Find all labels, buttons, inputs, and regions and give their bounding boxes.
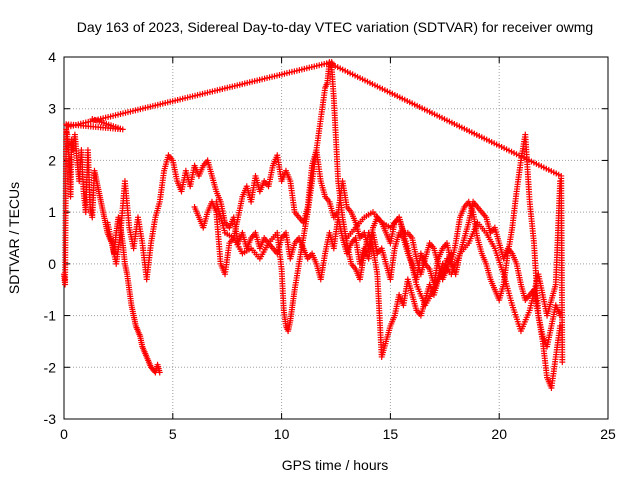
data-point <box>559 359 566 366</box>
data-point <box>64 122 71 129</box>
y-tick-label: 2 <box>48 152 56 168</box>
y-tick-label: -3 <box>44 411 57 427</box>
chart-title: Day 163 of 2023, Sidereal Day-to-day VTE… <box>77 19 593 35</box>
y-tick-label: -1 <box>44 308 57 324</box>
x-tick-label: 0 <box>60 426 68 442</box>
y-tick-label: -2 <box>44 359 57 375</box>
y-tick-label: 4 <box>48 49 56 65</box>
axis-ticks: 0 5 10 15 20 25 -3 -2 -1 0 1 2 3 4 <box>44 49 616 442</box>
y-axis-label: SDTVAR / TECUs <box>6 182 22 294</box>
y-tick-label: 1 <box>48 204 56 220</box>
x-tick-label: 5 <box>169 426 177 442</box>
x-tick-label: 15 <box>383 426 399 442</box>
x-tick-label: 20 <box>491 426 507 442</box>
data-points <box>61 59 566 391</box>
x-axis-label: GPS time / hours <box>282 457 389 473</box>
x-tick-label: 25 <box>600 426 616 442</box>
y-tick-label: 0 <box>48 256 56 272</box>
data-point <box>156 369 163 376</box>
y-tick-label: 3 <box>48 101 56 117</box>
x-tick-label: 10 <box>274 426 290 442</box>
